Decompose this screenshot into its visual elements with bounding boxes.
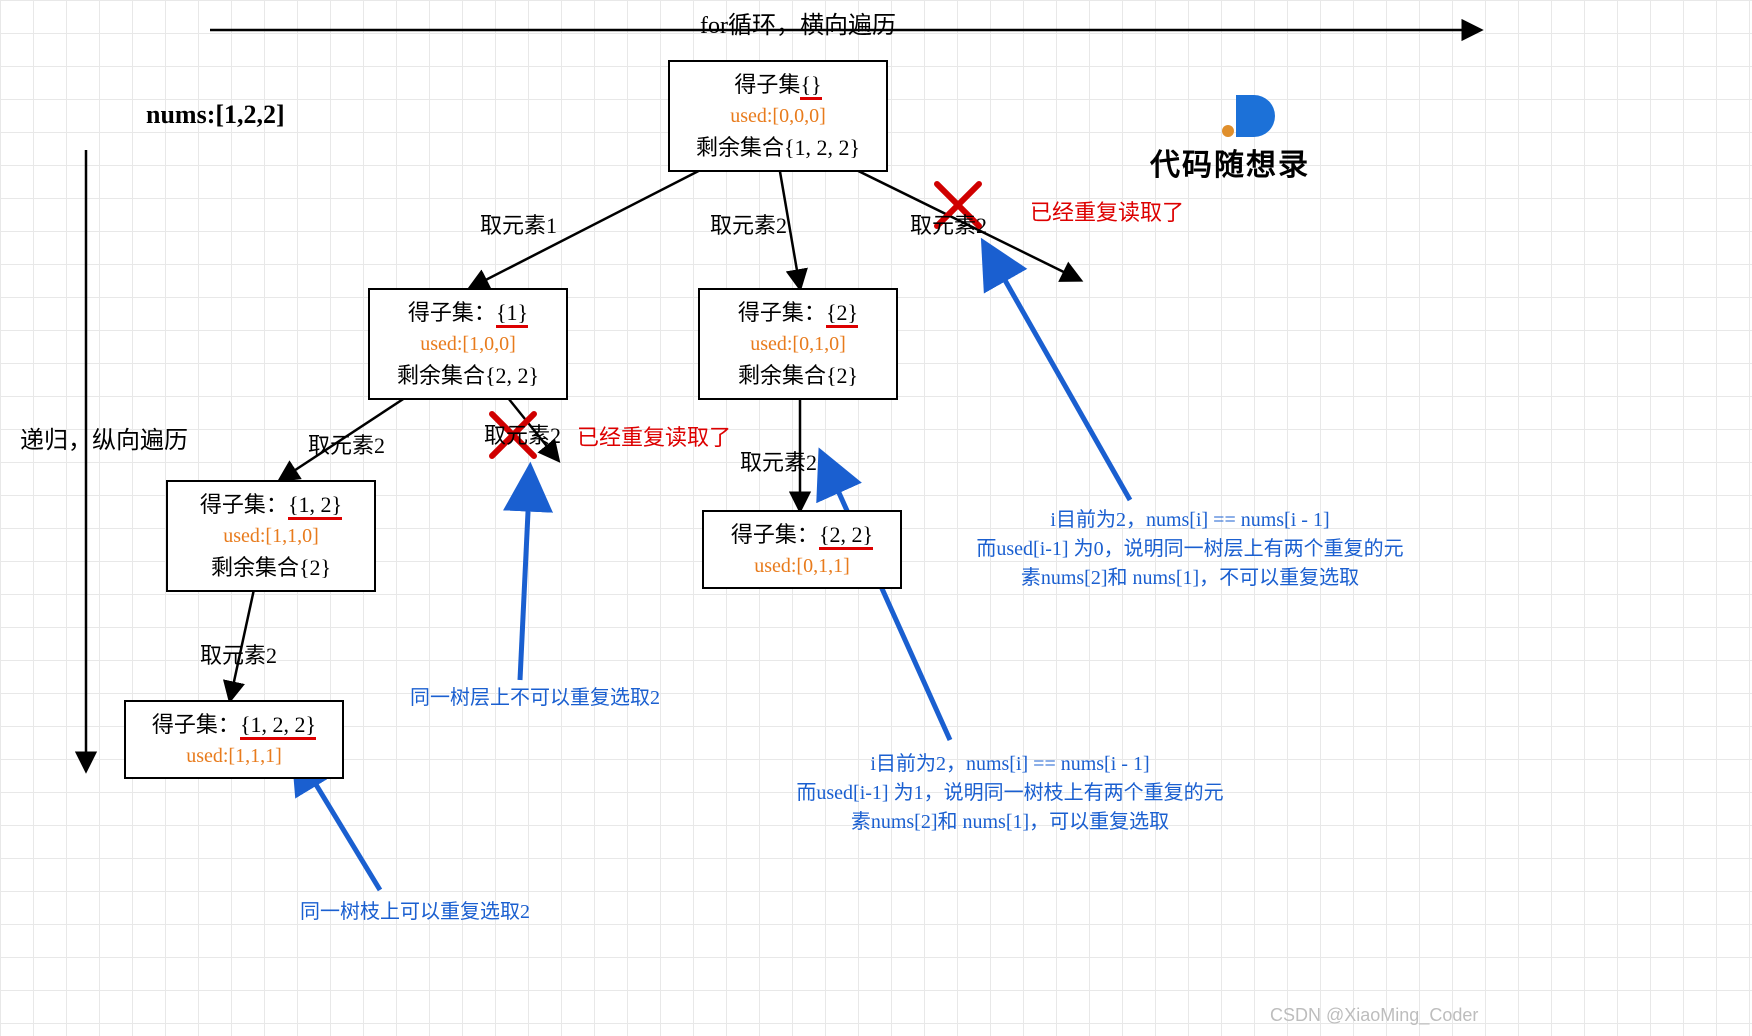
node-n1-l2: used:[1,0,0] [384, 329, 552, 359]
node-n12: 得子集：{1, 2} used:[1,1,0] 剩余集合{2} [166, 480, 376, 592]
edge-label-root-n2: 取元素2 [710, 208, 787, 240]
node-n1-l1a: 得子集： [408, 300, 496, 325]
edge-label-root-n1: 取元素1 [480, 208, 557, 240]
axis-left-label: 递归，纵向遍历 [20, 420, 188, 455]
node-n122-l1b: {1, 2, 2} [240, 712, 316, 740]
blue-annot-3-l0: 同一树枝上可以重复选取2 [270, 898, 560, 927]
node-n2-l3: 剩余集合{2} [714, 359, 882, 392]
red-annot-2: 已经重复读取了 [577, 420, 731, 452]
node-n12-l3: 剩余集合{2} [182, 551, 360, 584]
node-n1-l3: 剩余集合{2, 2} [384, 359, 552, 392]
blue-annot-4-l2: 素nums[2]和 nums[1]，可以重复选取 [750, 808, 1270, 837]
edge-label-root-cut: 取元素2 [910, 208, 987, 240]
node-root: 得子集{} used:[0,0,0] 剩余集合{1, 2, 2} [668, 60, 888, 172]
node-n22-l1a: 得子集： [731, 522, 819, 547]
node-n2: 得子集：{2} used:[0,1,0] 剩余集合{2} [698, 288, 898, 400]
node-n22-l1b: {2, 2} [819, 522, 873, 550]
node-n12-l1b: {1, 2} [288, 492, 342, 520]
red-annot-1: 已经重复读取了 [1030, 195, 1184, 227]
node-n122: 得子集：{1, 2, 2} used:[1,1,1] [124, 700, 344, 779]
node-n1: 得子集：{1} used:[1,0,0] 剩余集合{2, 2} [368, 288, 568, 400]
node-n12-l2: used:[1,1,0] [182, 521, 360, 551]
edge-label-n1-n12: 取元素2 [308, 428, 385, 460]
node-n2-l1a: 得子集： [738, 300, 826, 325]
node-root-l1a: 得子集 [734, 72, 800, 97]
watermark: CSDN @XiaoMing_Coder [1270, 1005, 1478, 1026]
brand-text: 代码随想录 [1150, 140, 1310, 184]
node-n22: 得子集：{2, 2} used:[0,1,1] [702, 510, 902, 589]
blue-annot-1-l0: i目前为2，nums[i] == nums[i - 1] [930, 506, 1450, 535]
blue-annot-4: i目前为2，nums[i] == nums[i - 1] 而used[i-1] … [750, 750, 1270, 837]
node-n22-l2: used:[0,1,1] [718, 551, 886, 581]
node-n2-l2: used:[0,1,0] [714, 329, 882, 359]
node-n12-l1a: 得子集： [200, 492, 288, 517]
edge-label-n1-cut: 取元素2 [484, 418, 561, 450]
blue-annot-1-l2: 素nums[2]和 nums[1]，不可以重复选取 [930, 564, 1450, 593]
axis-top-label: for循环，横向遍历 [700, 5, 896, 40]
blue-annot-2: 同一树层上不可以重复选取2 [370, 684, 700, 713]
blue-annot-3: 同一树枝上可以重复选取2 [270, 898, 560, 927]
node-n1-l1b: {1} [496, 300, 528, 328]
edge-label-n12-n122: 取元素2 [200, 638, 277, 670]
node-n2-l1b: {2} [826, 300, 858, 328]
node-root-l3: 剩余集合{1, 2, 2} [684, 131, 872, 164]
edge-label-n2-n22: 取元素2 [740, 445, 817, 477]
blue-annot-4-l1: 而used[i-1] 为1，说明同一树枝上有两个重复的元 [750, 779, 1270, 808]
nums-label: nums:[1,2,2] [146, 100, 285, 130]
node-n122-l1a: 得子集： [152, 712, 240, 737]
blue-annot-2-l0: 同一树层上不可以重复选取2 [370, 684, 700, 713]
blue-annot-1-l1: 而used[i-1] 为0，说明同一树层上有两个重复的元 [930, 535, 1450, 564]
node-n122-l2: used:[1,1,1] [140, 741, 328, 771]
node-root-l1b: {} [800, 72, 821, 100]
node-root-l2: used:[0,0,0] [684, 101, 872, 131]
blue-annot-4-l0: i目前为2，nums[i] == nums[i - 1] [750, 750, 1270, 779]
blue-annot-1: i目前为2，nums[i] == nums[i - 1] 而used[i-1] … [930, 506, 1450, 593]
